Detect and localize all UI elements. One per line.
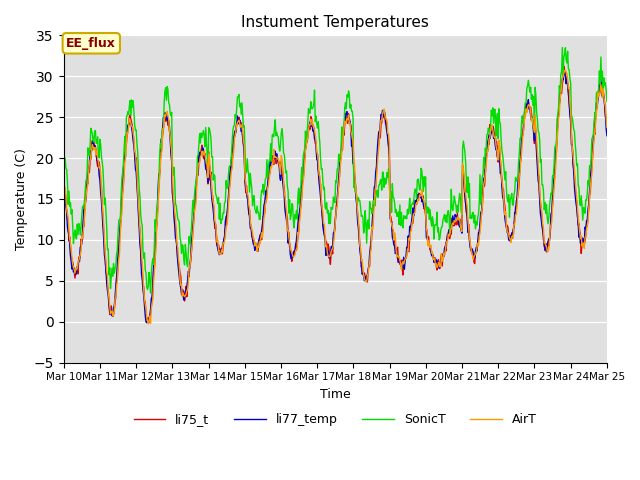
Title: Instument Temperatures: Instument Temperatures (241, 15, 429, 30)
SonicT (60, 140, 67, 146)
Line: li77_temp: li77_temp (63, 73, 607, 323)
X-axis label: Time: Time (320, 388, 351, 401)
AirT (402, 254, 410, 260)
li75_t (146, 320, 154, 325)
li75_t (210, 211, 218, 216)
AirT (210, 203, 218, 209)
li75_t (560, 63, 568, 69)
SonicT (559, 45, 566, 50)
AirT (60, 180, 67, 185)
AirT (561, 68, 568, 73)
SonicT (418, 168, 426, 173)
li77_temp (561, 71, 568, 76)
AirT (418, 186, 426, 192)
Line: li75_t: li75_t (63, 66, 607, 323)
AirT (603, 124, 611, 130)
Line: AirT: AirT (63, 71, 607, 324)
li77_temp (143, 320, 150, 325)
SonicT (402, 213, 410, 219)
li75_t (70, 266, 77, 272)
SonicT (147, 290, 154, 296)
SonicT (125, 102, 133, 108)
li75_t (125, 114, 133, 120)
SonicT (70, 241, 77, 247)
li75_t (60, 168, 67, 174)
AirT (70, 265, 77, 271)
li77_temp (60, 185, 67, 191)
li77_temp (125, 121, 133, 127)
AirT (125, 116, 133, 121)
SonicT (603, 98, 611, 104)
li77_temp (182, 288, 189, 294)
li77_temp (210, 216, 218, 222)
li75_t (603, 119, 611, 124)
Text: EE_flux: EE_flux (67, 37, 116, 50)
AirT (145, 321, 152, 327)
AirT (182, 293, 189, 299)
Line: SonicT: SonicT (63, 48, 607, 293)
SonicT (210, 172, 218, 178)
li75_t (182, 292, 189, 298)
Legend: li75_t, li77_temp, SonicT, AirT: li75_t, li77_temp, SonicT, AirT (129, 408, 541, 431)
li77_temp (603, 133, 611, 139)
Y-axis label: Temperature (C): Temperature (C) (15, 148, 28, 250)
li75_t (418, 199, 426, 204)
li77_temp (418, 199, 426, 204)
li75_t (402, 255, 410, 261)
li77_temp (402, 254, 410, 260)
SonicT (182, 241, 189, 247)
li77_temp (70, 269, 77, 275)
